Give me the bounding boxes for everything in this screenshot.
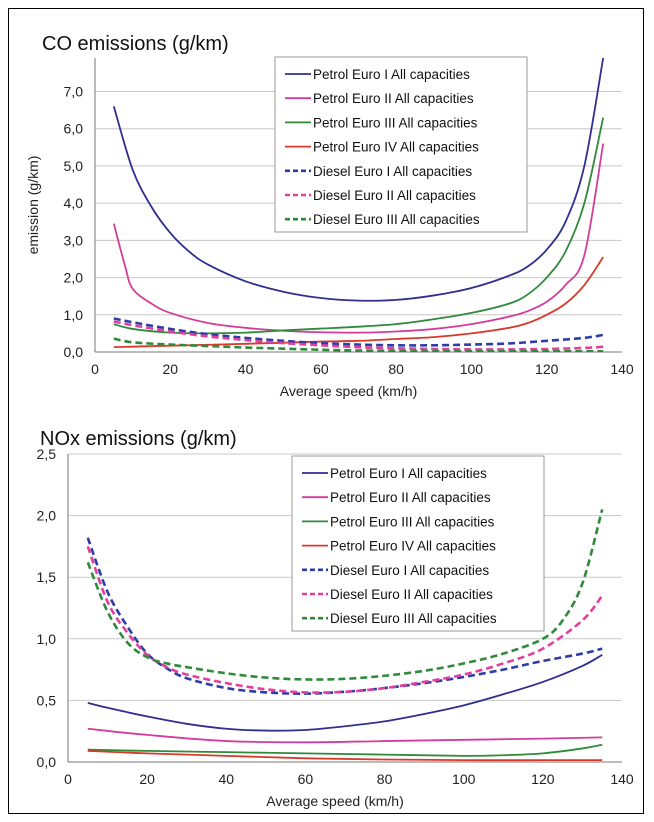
x-tick-label: 100 (460, 361, 484, 377)
x-tick-label: 140 (610, 771, 634, 787)
y-tick-label: 6,0 (64, 121, 84, 137)
y-tick-label: 3,0 (64, 232, 84, 248)
y-tick-label: 7,0 (64, 83, 84, 99)
series-line (112, 57, 605, 302)
x-tick-label: 80 (377, 771, 393, 787)
legend-label: Petrol Euro II All capacities (330, 490, 491, 505)
x-tick-label: 0 (91, 361, 99, 377)
y-tick-label: 1,5 (37, 569, 57, 585)
legend-label: Petrol Euro III All capacities (313, 115, 478, 130)
chart-title: CO emissions (g/km) (42, 33, 229, 55)
legend-label: Petrol Euro IV All capacities (330, 539, 496, 554)
x-tick-label: 20 (139, 771, 155, 787)
y-tick-label: 5,0 (64, 158, 84, 174)
chart-title: NOx emissions (g/km) (40, 428, 237, 450)
x-tick-label: 120 (531, 771, 555, 787)
y-tick-label: 0,0 (64, 344, 84, 360)
legend-label: Diesel Euro I All capacities (330, 563, 489, 578)
legend-label: Diesel Euro II All capacities (330, 587, 493, 602)
x-tick-label: 100 (452, 771, 476, 787)
y-tick-label: 1,0 (37, 631, 57, 647)
x-tick-label: 60 (313, 361, 329, 377)
x-tick-label: 60 (298, 771, 314, 787)
y-tick-label: 1,0 (64, 307, 84, 323)
series-line (113, 320, 604, 351)
x-tick-label: 140 (610, 361, 634, 377)
legend: Petrol Euro I All capacities Petrol Euro … (274, 56, 528, 233)
x-tick-label: 0 (64, 771, 72, 787)
y-tick-label: 0,5 (37, 692, 57, 708)
legend-box (291, 455, 545, 632)
y-tick-label: 2,0 (64, 270, 84, 286)
legend-label: Petrol Euro IV All capacities (313, 140, 479, 155)
legend: Petrol Euro I All capacities Petrol Euro … (291, 455, 545, 632)
x-tick-label: 20 (162, 361, 178, 377)
series-line (86, 545, 604, 694)
x-axis-label: Average speed (km/h) (280, 383, 417, 399)
chart-1: 0,0 0,5 1,0 1,5 2,0 2,5 0 20 40 60 80 100 120 140 NOx … (37, 428, 634, 809)
x-tick-label: 120 (535, 361, 559, 377)
series-line (86, 509, 604, 681)
series-line (112, 143, 605, 334)
legend-label: Petrol Euro I All capacities (313, 67, 470, 82)
legend-label: Diesel Euro I All capacities (313, 164, 472, 179)
legend-box (274, 56, 528, 233)
x-axis-label: Average speed (km/h) (266, 793, 403, 809)
series-line (113, 256, 604, 349)
legend-label: Diesel Euro III All capacities (313, 212, 480, 227)
y-tick-label: 2,0 (37, 508, 57, 524)
series-line (113, 117, 605, 335)
y-tick-label: 0,0 (37, 754, 57, 770)
x-tick-label: 40 (218, 771, 234, 787)
series-line (113, 337, 604, 352)
y-tick-label: 4,0 (64, 195, 84, 211)
legend-label: Diesel Euro II All capacities (313, 188, 476, 203)
legend-label: Diesel Euro III All capacities (330, 611, 497, 626)
series-line (87, 750, 603, 762)
series-line (87, 743, 603, 757)
y-tick-label: 2,5 (37, 446, 57, 462)
series-line (87, 654, 603, 732)
legend-label: Petrol Euro I All capacities (330, 466, 487, 481)
series-line (87, 727, 603, 744)
legend-label: Petrol Euro III All capacities (330, 514, 495, 529)
y-axis-label: emission (g/km) (25, 156, 41, 255)
legend-label: Petrol Euro II All capacities (313, 91, 474, 106)
series-line (113, 317, 604, 347)
chart-0: 0,0 1,0 2,0 3,0 4,0 5,0 6,0 7,0 0 20 40 60 80 100 120 1… (25, 33, 634, 399)
x-tick-label: 80 (388, 361, 404, 377)
x-tick-label: 40 (238, 361, 254, 377)
